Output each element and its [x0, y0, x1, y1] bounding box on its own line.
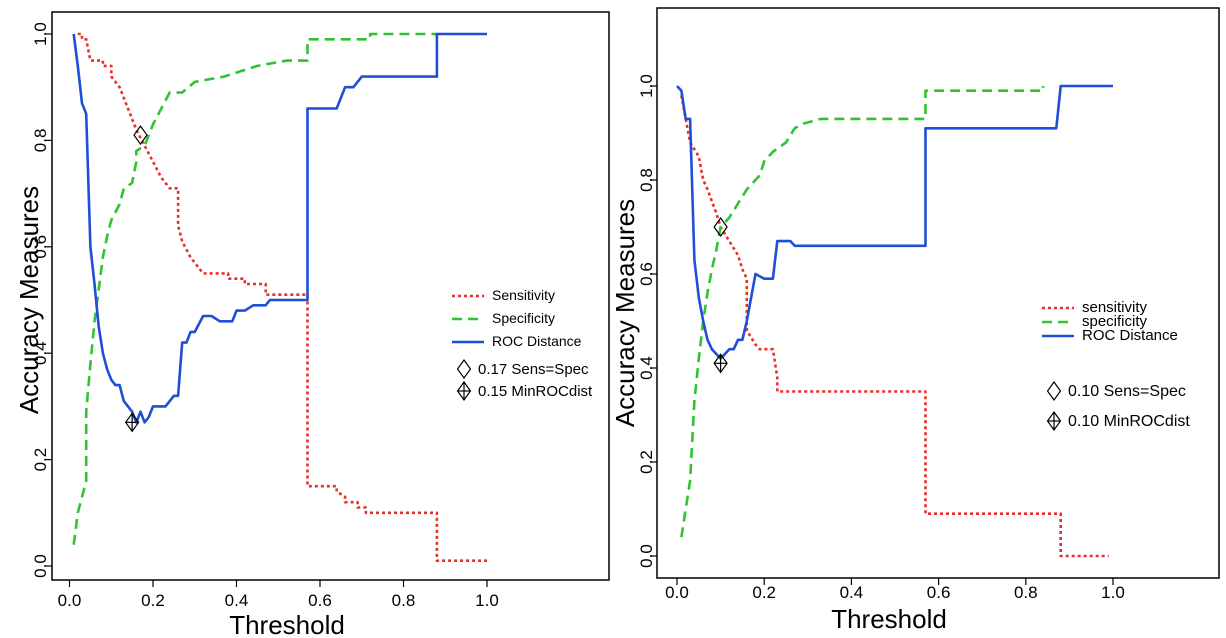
sens-equals-spec-marker — [713, 216, 728, 238]
plot-frame — [51, 11, 610, 581]
legend-marker-label: 0.15 MinROCdist — [478, 383, 593, 400]
x-tick-label: 0.2 — [752, 583, 776, 602]
y-tick-label: 0.0 — [637, 544, 656, 568]
x-tick-label: 0.0 — [665, 583, 689, 602]
y-tick-label: 0.6 — [637, 262, 656, 286]
x-tick-label: 1.0 — [1101, 583, 1125, 602]
series-layer — [72, 32, 487, 562]
y-axis-label: Accuracy Measures — [14, 186, 44, 414]
legend-marker-item: 0.10 Sens=Spec — [1046, 380, 1186, 402]
x-tick-label: 0.6 — [927, 583, 951, 602]
y-tick-label: 0.2 — [31, 448, 50, 472]
series-line-sensitivity — [77, 32, 487, 562]
legend-label: specificity — [1082, 313, 1148, 330]
y-axis-label: Accuracy Measures — [610, 199, 640, 427]
x-tick-label: 0.2 — [141, 591, 165, 610]
y-tick-label: 0.4 — [31, 341, 50, 365]
y-tick-label: 0.0 — [31, 554, 50, 578]
series-line-roc-distance — [72, 32, 487, 424]
x-tick-label: 0.4 — [840, 583, 864, 602]
left-chart-panel: 0.0 0.2 0.4 0.6 0.8 1.0 0.0 0.2 0.4 0.6 0.8 1.0 Th… — [14, 11, 610, 638]
x-tick-label: 0.4 — [225, 591, 249, 610]
legend-label: ROC Distance — [1082, 327, 1178, 344]
y-tick-label: 0.8 — [31, 129, 50, 153]
sens-equals-spec-marker — [133, 125, 148, 146]
legend-marker-label: 0.17 Sens=Spec — [478, 361, 589, 378]
legend-item: sensitivity — [1042, 299, 1148, 316]
diamond-icon — [456, 358, 472, 380]
legend-label: Specificity — [492, 310, 555, 326]
legend-marker-item: 0.15 MinROCdist — [456, 380, 593, 402]
diamond-plus-icon — [1046, 410, 1062, 432]
legend-item: specificity — [1042, 313, 1148, 330]
x-tick-label: 0.0 — [58, 591, 82, 610]
series-layer — [676, 84, 1113, 558]
y-tick-labels: 0.0 0.2 0.4 0.6 0.8 1.0 — [637, 74, 657, 568]
x-tick-label: 1.0 — [475, 591, 499, 610]
x-tick-label: 0.6 — [308, 591, 332, 610]
legend-item: ROC Distance — [452, 333, 582, 349]
x-tick-label: 0.8 — [392, 591, 416, 610]
legend-item: Sensitivity — [452, 287, 555, 303]
legend: Sensitivity Specificity ROC Distance 0.17 S… — [452, 287, 593, 402]
plot-frame — [656, 7, 1220, 579]
series-line-specificity — [72, 32, 437, 545]
series-line-sensitivity — [680, 95, 1109, 558]
y-tick-label: 0.8 — [637, 168, 656, 192]
x-tick-labels: 0.0 0.2 0.4 0.6 0.8 1.0 — [58, 580, 499, 610]
y-tick-label: 1.0 — [637, 74, 656, 98]
right-chart-panel: 0.0 0.2 0.4 0.6 0.8 1.0 0.0 0.2 0.4 0.6 0.8 1.0 Th… — [610, 7, 1220, 634]
x-axis-label: Threshold — [229, 610, 345, 638]
x-tick-labels: 0.0 0.2 0.4 0.6 0.8 1.0 — [665, 578, 1125, 602]
series-line-specificity — [680, 86, 1045, 538]
x-tick-label: 0.8 — [1014, 583, 1038, 602]
legend-label: ROC Distance — [492, 333, 582, 349]
y-tick-label: 1.0 — [31, 22, 50, 46]
legend-item: ROC Distance — [1042, 327, 1178, 344]
legend-marker-label: 0.10 MinROCdist — [1068, 413, 1190, 430]
y-tick-labels: 0.0 0.2 0.4 0.6 0.8 1.0 — [31, 22, 52, 578]
legend-marker-item: 0.10 MinROCdist — [1046, 410, 1190, 432]
series-line-roc-distance — [676, 84, 1113, 360]
diamond-plus-icon — [456, 380, 472, 402]
y-tick-label: 0.2 — [637, 450, 656, 474]
marker-layer — [713, 216, 728, 374]
legend-item: Specificity — [452, 310, 555, 326]
legend-label: Sensitivity — [492, 287, 555, 303]
y-tick-label: 0.4 — [637, 356, 656, 380]
legend-marker-label: 0.10 Sens=Spec — [1068, 383, 1186, 400]
y-tick-label: 0.6 — [31, 235, 50, 259]
diamond-icon — [1046, 380, 1062, 402]
legend-label: sensitivity — [1082, 299, 1148, 316]
x-axis-label: Threshold — [831, 604, 947, 634]
min-roc-distance-marker — [124, 412, 140, 433]
min-roc-distance-marker — [713, 353, 728, 374]
marker-layer — [124, 125, 148, 433]
legend-marker-item: 0.17 Sens=Spec — [456, 358, 589, 380]
